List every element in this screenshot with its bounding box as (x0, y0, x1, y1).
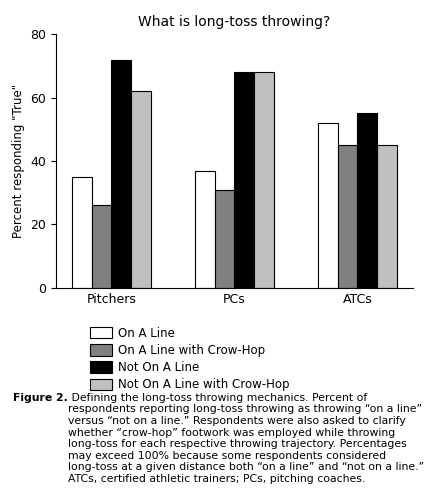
Bar (254, 72, 274, 288)
Bar (338, 145, 357, 288)
Text: Figure 2.: Figure 2. (13, 393, 68, 403)
Y-axis label: Percent responding "True": Percent responding "True" (12, 84, 25, 238)
Bar (357, 114, 377, 288)
Bar (92, 205, 111, 288)
Bar (131, 91, 150, 288)
Bar (72, 177, 92, 288)
Bar (234, 72, 254, 288)
Bar (215, 190, 234, 288)
Legend: On A Line, On A Line with Crow-Hop, Not On A Line, Not On A Line with Crow-Hop: On A Line, On A Line with Crow-Hop, Not … (90, 327, 289, 391)
Bar (377, 145, 397, 288)
Text: Defining the long-toss throwing mechanics. Percent of respondents reporting long: Defining the long-toss throwing mechanic… (68, 393, 424, 484)
Bar (195, 171, 215, 288)
Bar (111, 60, 131, 288)
Title: What is long-toss throwing?: What is long-toss throwing? (138, 15, 331, 29)
Bar (318, 123, 338, 288)
